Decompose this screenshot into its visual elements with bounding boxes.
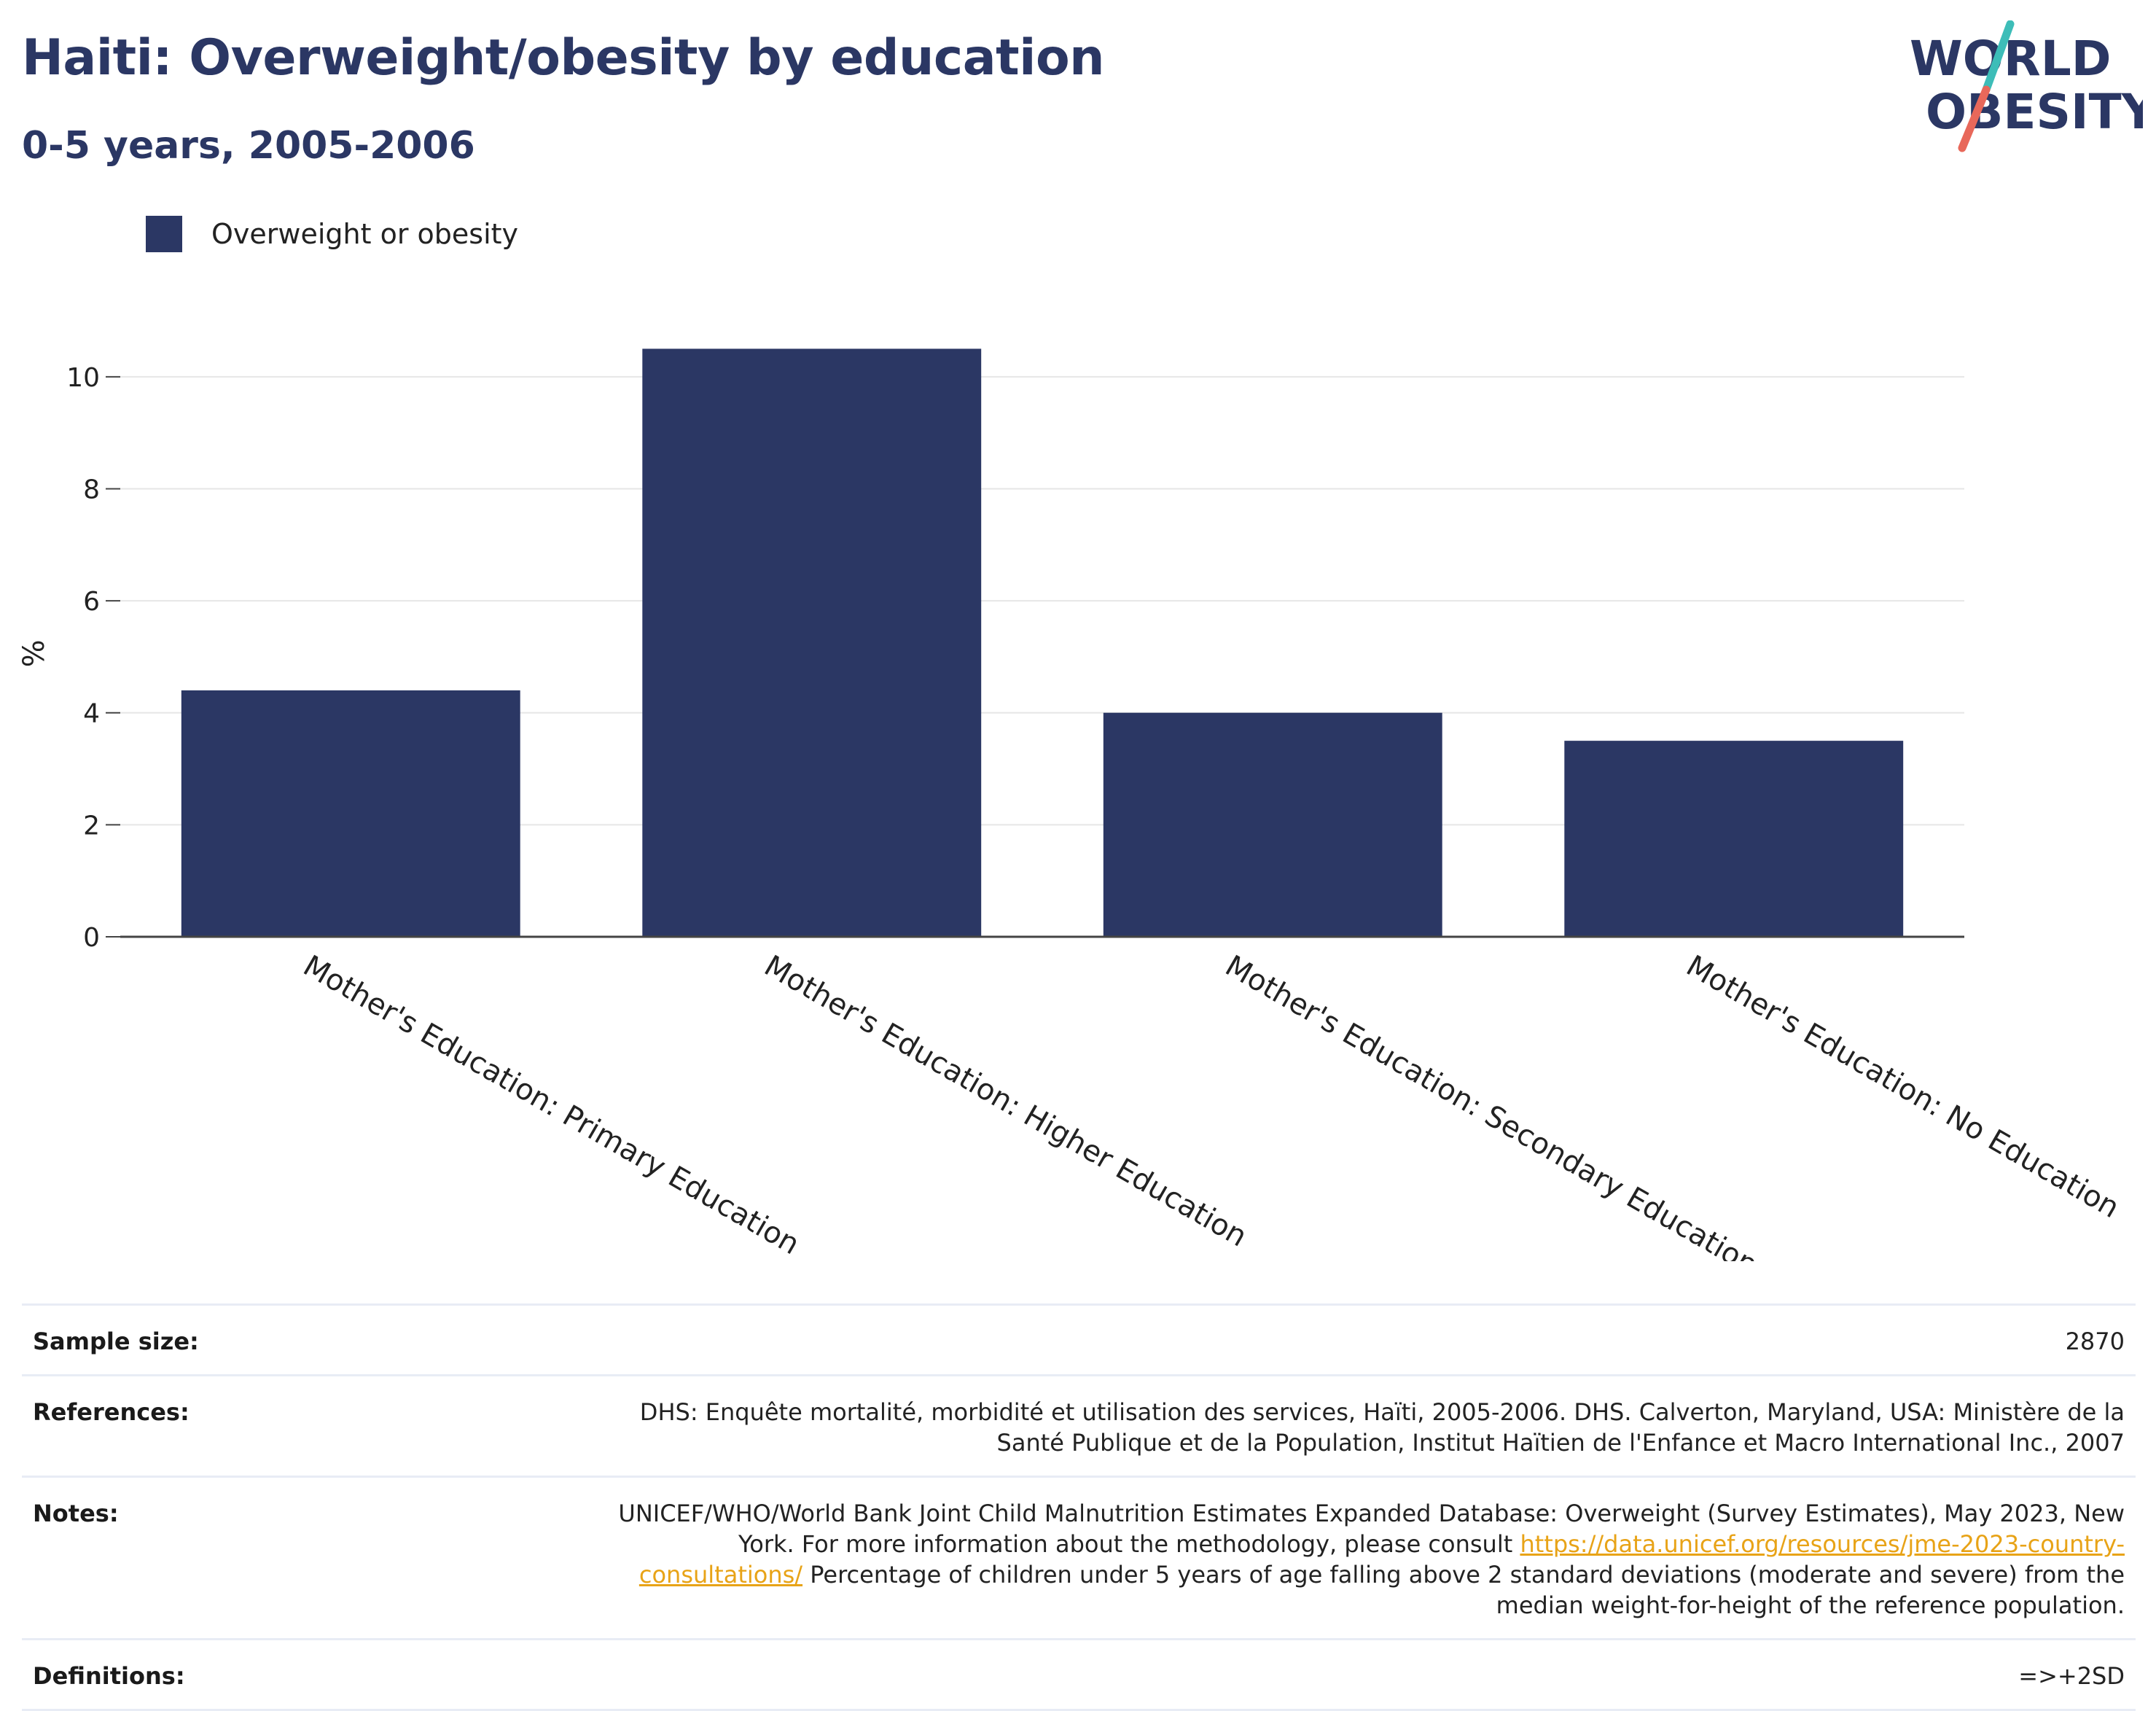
sample-size-row: Sample size: 2870 (22, 1303, 2136, 1374)
sample-size-label: Sample size: (33, 1328, 199, 1355)
y-tick-label: 4 (83, 699, 100, 729)
references-row: References: DHS: Enquête mortalité, morb… (22, 1374, 2136, 1476)
bar[interactable] (181, 690, 520, 937)
y-tick-label: 10 (66, 363, 100, 393)
references-value: DHS: Enquête mortalité, morbidité et uti… (639, 1398, 2125, 1457)
definitions-label: Definitions: (33, 1662, 185, 1690)
notes-link[interactable]: https://data.unicef.org/resources/jme-20… (638, 1530, 2125, 1589)
bars (181, 348, 1904, 938)
x-tick-label: Mother's Education: Higher Education (759, 949, 1253, 1254)
y-tick-label: 6 (83, 587, 100, 617)
y-axis-label: % (17, 639, 51, 667)
notes-label: Notes: (33, 1500, 119, 1527)
logo-text-obesity: OBESITY (1926, 84, 2143, 140)
y-tick-label: 2 (83, 811, 100, 841)
logo-slash-teal (1982, 20, 2015, 94)
legend-swatch (146, 216, 182, 252)
chart-legend[interactable]: Overweight or obesity (146, 216, 518, 252)
bar[interactable] (1103, 712, 1442, 937)
bar[interactable] (642, 348, 982, 938)
definitions-row: Definitions: =>+2SD (22, 1638, 2136, 1711)
chart-subtitle: 0-5 years, 2005-2006 (22, 124, 475, 168)
logo-text-world: WORLD (1910, 31, 2112, 87)
notes-text-after: Percentage of children under 5 years of … (802, 1561, 2125, 1619)
legend-label: Overweight or obesity (211, 218, 519, 250)
x-tick-label: Mother's Education: No Education (1681, 949, 2125, 1225)
chart-title: Haiti: Overweight/obesity by education (22, 29, 1105, 87)
definitions-value: =>+2SD (2018, 1662, 2125, 1690)
bar-chart: 0 2 4 6 8 10 Mother's Education: Primary Educa… (17, 348, 2125, 1261)
world-obesity-logo: WORLD OBESITY (1910, 20, 2143, 152)
x-tick-label: Mother's Education: Secondary Education (1219, 949, 1763, 1261)
sample-size-value: 2870 (2065, 1328, 2125, 1355)
bar[interactable] (1564, 741, 1904, 937)
y-tick-label: 8 (83, 475, 100, 504)
references-label: References: (33, 1398, 190, 1426)
logo-slash-coral (1958, 85, 1991, 152)
x-tick-label: Mother's Education: Primary Education (297, 949, 805, 1261)
notes-value: UNICEF/WHO/World Bank Joint Child Malnut… (594, 1498, 2125, 1621)
notes-text-before: UNICEF/WHO/World Bank Joint Child Malnut… (618, 1500, 2125, 1558)
info-table: Sample size: 2870 References: DHS: Enquê… (22, 1303, 2136, 1711)
notes-row: Notes: UNICEF/WHO/World Bank Joint Child… (22, 1476, 2136, 1638)
axes (106, 375, 1964, 938)
y-tick-label: 0 (83, 923, 100, 953)
